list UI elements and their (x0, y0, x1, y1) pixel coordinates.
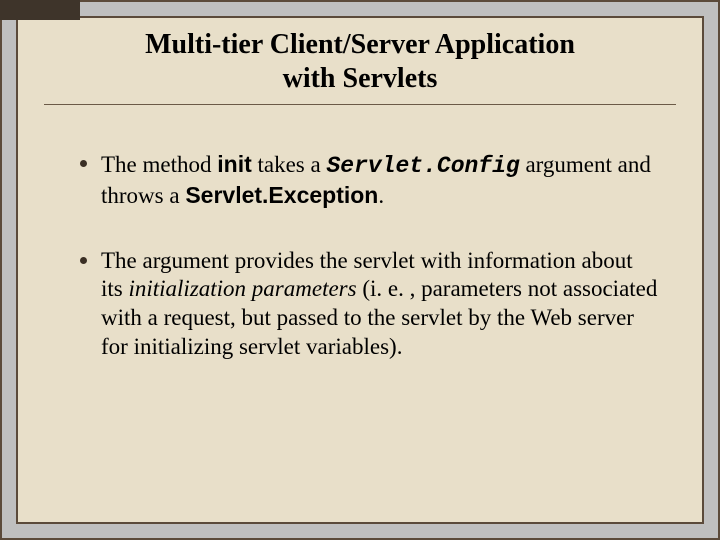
text-segment: . (378, 183, 384, 208)
slide: Multi-tier Client/Server Application wit… (0, 0, 720, 540)
slide-title: Multi-tier Client/Server Application wit… (0, 28, 720, 95)
bullet-item: The method init takes a Servlet.Config a… (80, 150, 660, 211)
text-segment: The method (101, 152, 217, 177)
title-line-1: Multi-tier Client/Server Application (145, 29, 575, 60)
bullet-dot-icon (80, 257, 87, 264)
text-segment: init (217, 151, 252, 177)
text-segment: initialization parameters (128, 276, 356, 301)
title-rule (44, 104, 676, 105)
text-segment: Servlet.Exception (185, 182, 378, 208)
text-segment: Servlet.Config (326, 153, 519, 179)
corner-tab (0, 0, 80, 20)
title-line-2: with Servlets (283, 63, 438, 94)
bullet-item: The argument provides the servlet with i… (80, 247, 660, 362)
bullet-text: The method init takes a Servlet.Config a… (101, 150, 660, 211)
bullet-text: The argument provides the servlet with i… (101, 247, 660, 362)
content-area: The method init takes a Servlet.Config a… (80, 150, 660, 398)
bullet-dot-icon (80, 160, 87, 167)
text-segment: takes a (252, 152, 327, 177)
